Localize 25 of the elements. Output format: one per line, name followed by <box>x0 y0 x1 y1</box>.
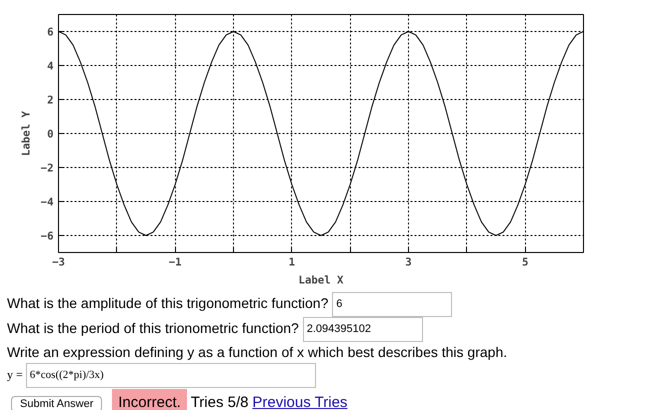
y-tick-label: −2 <box>40 162 54 174</box>
y-tick-label: −4 <box>40 196 54 208</box>
text: 6*cos((2*pi)/3x) <box>26 363 316 388</box>
text: Write an expression defining y as a function of x which best describes this graph. <box>7 343 508 362</box>
y-axis-title: Label Y <box>20 110 33 156</box>
text: Incorrect. <box>112 389 187 410</box>
y-tick-label: −6 <box>40 230 54 242</box>
y-tick-label: 6 <box>47 26 54 38</box>
x-axis-title: Label X <box>298 274 344 286</box>
text: Previous Tries <box>252 394 348 410</box>
x-tick-label: 3 <box>405 256 412 268</box>
text: Tries 5/8 <box>190 394 248 410</box>
x-tick-label: −3 <box>52 256 65 268</box>
x-tick-label: 1 <box>288 256 296 268</box>
text: 6 <box>332 292 452 317</box>
x-tick-label: 5 <box>522 256 528 268</box>
y-tick-label: 2 <box>47 94 54 106</box>
x-tick-label: −1 <box>168 256 182 268</box>
text: What is the period of this trionometric function? <box>7 320 299 336</box>
text: 2.094395102 <box>302 317 423 342</box>
y-tick-label: 4 <box>47 60 54 72</box>
text: y = <box>7 367 23 382</box>
text: What is the amplitude of this trigonometric function? <box>7 295 328 312</box>
y-tick-label: 0 <box>47 128 54 140</box>
text: Submit Answer <box>11 396 102 410</box>
